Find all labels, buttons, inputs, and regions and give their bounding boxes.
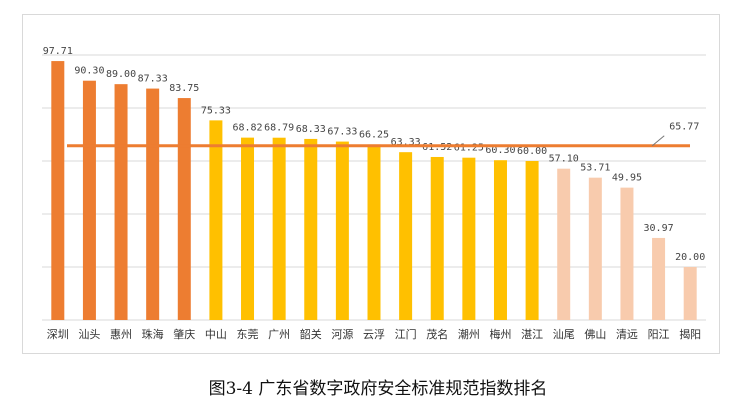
category-label: 茂名 <box>426 327 448 341</box>
data-label: 68.79 <box>264 123 294 134</box>
data-label: 60.00 <box>517 146 547 157</box>
data-label: 89.00 <box>106 69 136 80</box>
category-label: 汕头 <box>78 328 100 341</box>
data-label: 57.10 <box>549 154 579 165</box>
category-label: 佛山 <box>584 328 606 341</box>
category-label: 阳江 <box>648 328 670 341</box>
category-label: 肇庆 <box>173 327 195 341</box>
category-label: 梅州 <box>489 327 511 341</box>
category-label: 河源 <box>331 327 353 341</box>
category-label: 韶关 <box>300 327 322 341</box>
data-label: 49.95 <box>612 173 642 184</box>
data-label: 75.33 <box>201 105 231 116</box>
data-label: 83.75 <box>169 83 199 94</box>
bar <box>652 237 666 320</box>
average-label: 65.77 <box>669 122 699 133</box>
bar <box>525 161 539 320</box>
data-label: 53.71 <box>580 163 610 174</box>
bar <box>430 156 444 320</box>
bar <box>493 160 507 320</box>
data-label: 61.25 <box>454 143 484 154</box>
bar-chart: 97.71 深圳 90.30 汕头 89.00 惠州 87.33 珠海 83.75 肇庆 75.33… <box>42 46 706 341</box>
bar <box>557 168 571 320</box>
bar <box>241 137 255 320</box>
data-label: 30.97 <box>644 223 674 234</box>
category-label: 珠海 <box>142 327 164 341</box>
chart-frame: 97.71 深圳 90.30 汕头 89.00 惠州 87.33 珠海 83.75 肇庆 75.33… <box>22 14 720 354</box>
bar <box>177 98 191 320</box>
data-label: 63.33 <box>391 137 421 148</box>
figure-caption: 图3-4 广东省数字政府安全标准规范指数排名 <box>208 379 548 399</box>
category-label: 湛江 <box>521 328 543 341</box>
bar <box>335 141 349 320</box>
bar <box>51 61 65 320</box>
category-label: 潮州 <box>458 327 480 341</box>
category-label: 汕尾 <box>553 328 575 341</box>
bar <box>588 177 602 320</box>
category-label: 江门 <box>395 327 417 341</box>
bar <box>462 157 476 320</box>
bar <box>146 88 160 320</box>
bar <box>272 137 286 320</box>
category-label: 中山 <box>205 328 227 341</box>
data-label: 20.00 <box>675 252 705 263</box>
data-label: 90.30 <box>74 66 104 77</box>
category-label: 揭阳 <box>679 327 701 341</box>
data-label: 67.33 <box>327 127 357 138</box>
data-label: 61.52 <box>422 142 452 153</box>
data-label: 97.71 <box>43 46 73 57</box>
category-label: 清远 <box>616 328 638 341</box>
data-label: 68.33 <box>296 124 326 135</box>
category-label: 深圳 <box>47 328 69 341</box>
category-label: 广州 <box>268 328 290 341</box>
bar <box>82 80 96 320</box>
data-label: 68.82 <box>232 123 262 134</box>
data-label: 87.33 <box>138 74 168 85</box>
bar <box>209 120 223 320</box>
bar <box>620 187 634 320</box>
bar <box>304 138 318 320</box>
category-label: 云浮 <box>363 328 385 341</box>
bar <box>114 84 128 321</box>
bar <box>367 144 381 320</box>
category-label: 惠州 <box>110 327 132 341</box>
bar <box>399 152 413 320</box>
average-label-leader <box>651 135 665 147</box>
bar <box>683 267 697 320</box>
category-label: 东莞 <box>237 328 259 341</box>
data-label: 66.25 <box>359 129 389 140</box>
data-label: 60.30 <box>485 145 515 156</box>
